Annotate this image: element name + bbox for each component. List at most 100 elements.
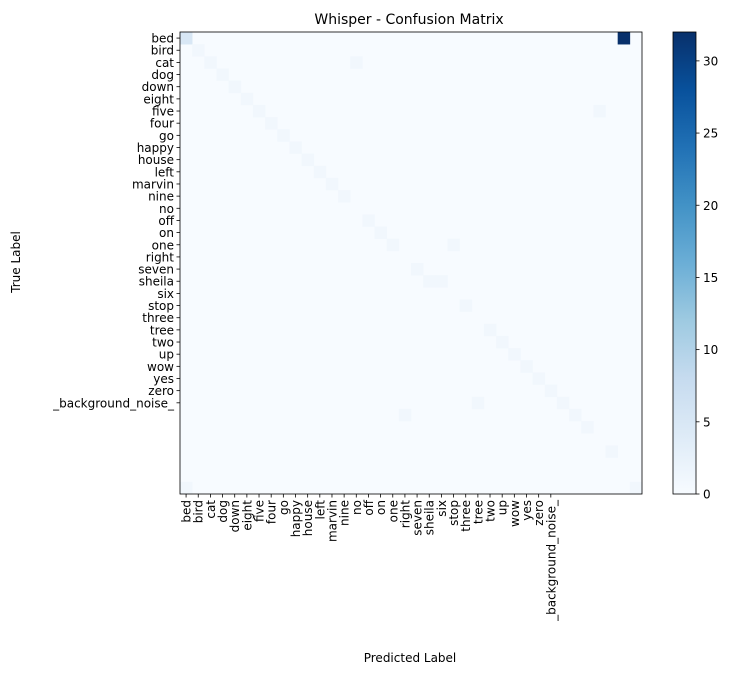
x-tick-label: down bbox=[228, 500, 242, 532]
colorbar-tick-label: 20 bbox=[703, 199, 718, 213]
heatmap-cell bbox=[569, 408, 582, 422]
heatmap-cell bbox=[496, 335, 509, 349]
x-tick-label: zero bbox=[532, 500, 546, 526]
y-tick-label: zero bbox=[148, 384, 174, 398]
x-tick-label: marvin bbox=[325, 500, 339, 542]
x-tick-label: bed bbox=[180, 500, 194, 523]
heatmap-cell bbox=[350, 56, 363, 69]
heatmap-cell bbox=[265, 117, 278, 130]
heatmap-cell bbox=[556, 396, 570, 410]
heatmap-cell bbox=[411, 263, 424, 276]
colorbar-tick-label: 5 bbox=[703, 415, 711, 429]
y-axis-ticks: bedbirdcatdogdowneightfivefourgohappyhou… bbox=[52, 32, 180, 410]
heatmap-cell bbox=[216, 68, 229, 81]
y-tick-label: seven bbox=[138, 263, 174, 277]
heatmap-cell bbox=[301, 153, 315, 167]
heatmap-cell bbox=[593, 104, 606, 118]
heatmap-cell bbox=[581, 421, 594, 434]
heatmap-cell bbox=[228, 80, 242, 94]
y-tick-label: yes bbox=[153, 372, 174, 386]
y-tick-label: happy bbox=[137, 141, 174, 155]
x-tick-label: cat bbox=[204, 500, 218, 519]
y-tick-label: cat bbox=[155, 56, 174, 70]
x-tick-label: right bbox=[398, 500, 412, 528]
y-tick-label: go bbox=[159, 129, 174, 143]
x-axis-label: Predicted Label bbox=[364, 651, 457, 665]
heatmap-cell bbox=[544, 384, 558, 398]
heatmap-cell bbox=[240, 92, 254, 106]
y-tick-label: two bbox=[152, 336, 174, 350]
y-tick-label: dog bbox=[151, 68, 174, 82]
y-tick-label: down bbox=[142, 80, 174, 94]
colorbar-tick-label: 0 bbox=[703, 488, 711, 502]
x-tick-label: three bbox=[459, 500, 473, 532]
x-tick-label: two bbox=[484, 500, 498, 522]
heatmap-cell bbox=[277, 129, 290, 142]
heatmap-cell bbox=[471, 396, 485, 410]
heatmap-cell bbox=[204, 56, 217, 69]
x-tick-label: happy bbox=[289, 500, 303, 537]
y-tick-label: stop bbox=[148, 299, 174, 313]
y-tick-label: one bbox=[152, 238, 174, 252]
colorbar-tick-label: 25 bbox=[703, 127, 718, 141]
heatmap-cell bbox=[629, 481, 643, 495]
x-tick-label: one bbox=[386, 500, 400, 522]
heatmap-grid bbox=[179, 31, 643, 495]
x-tick-label: sheila bbox=[423, 500, 437, 535]
heatmap-cell bbox=[374, 226, 387, 239]
heatmap-cell bbox=[313, 165, 327, 179]
y-tick-label: bird bbox=[151, 44, 174, 58]
y-tick-label: four bbox=[150, 117, 174, 131]
y-tick-label: wow bbox=[147, 360, 174, 374]
heatmap-cell bbox=[386, 238, 400, 252]
x-tick-label: stop bbox=[447, 500, 461, 526]
x-tick-label: on bbox=[374, 500, 388, 515]
x-tick-label: dog bbox=[216, 500, 230, 523]
y-tick-label: sheila bbox=[139, 275, 174, 289]
y-tick-label: left bbox=[155, 165, 175, 179]
x-tick-label: yes bbox=[520, 500, 534, 521]
x-tick-label: go bbox=[277, 500, 291, 515]
heatmap-cell bbox=[192, 44, 205, 57]
x-tick-label: off bbox=[362, 499, 376, 515]
y-tick-label: eight bbox=[143, 92, 174, 106]
colorbar-tick-label: 30 bbox=[703, 54, 718, 68]
y-tick-label: three bbox=[142, 311, 174, 325]
y-tick-label: up bbox=[159, 348, 174, 362]
heatmap-cell bbox=[435, 275, 448, 288]
heatmap-cell bbox=[617, 32, 631, 45]
heatmap-cell bbox=[520, 360, 533, 373]
plot-frame bbox=[179, 31, 643, 495]
y-tick-label: off bbox=[158, 214, 174, 228]
y-tick-label: five bbox=[152, 105, 174, 119]
heatmap-cell bbox=[447, 238, 460, 252]
y-tick-label: bed bbox=[151, 32, 174, 46]
x-tick-label: _background_noise_ bbox=[544, 499, 558, 622]
y-tick-label: six bbox=[157, 287, 174, 301]
y-tick-label: right bbox=[146, 250, 174, 264]
colorbar-tick-label: 15 bbox=[703, 271, 718, 285]
x-tick-label: tree bbox=[471, 500, 485, 524]
y-tick-label: on bbox=[159, 226, 174, 240]
x-tick-label: left bbox=[313, 500, 327, 520]
x-tick-label: wow bbox=[508, 500, 522, 527]
chart-title: Whisper - Confusion Matrix bbox=[314, 12, 503, 28]
x-tick-label: five bbox=[253, 500, 267, 522]
y-tick-label: nine bbox=[148, 190, 174, 204]
heatmap-cell bbox=[605, 445, 618, 458]
x-tick-label: nine bbox=[338, 500, 352, 526]
heatmap-cell bbox=[325, 177, 339, 191]
y-tick-label: tree bbox=[150, 323, 174, 337]
heatmap-cell bbox=[289, 141, 302, 154]
heatmap-cell bbox=[423, 275, 436, 288]
heatmap-cell bbox=[252, 104, 266, 118]
heatmap-cell bbox=[180, 481, 193, 495]
colorbar-gradient bbox=[672, 31, 697, 495]
y-axis-label: True Label bbox=[9, 231, 23, 294]
x-tick-label: house bbox=[301, 500, 315, 536]
heatmap-cell bbox=[180, 32, 193, 45]
heatmap-cell bbox=[459, 299, 473, 312]
x-tick-label: bird bbox=[192, 500, 206, 523]
heatmap-cell bbox=[532, 372, 546, 385]
